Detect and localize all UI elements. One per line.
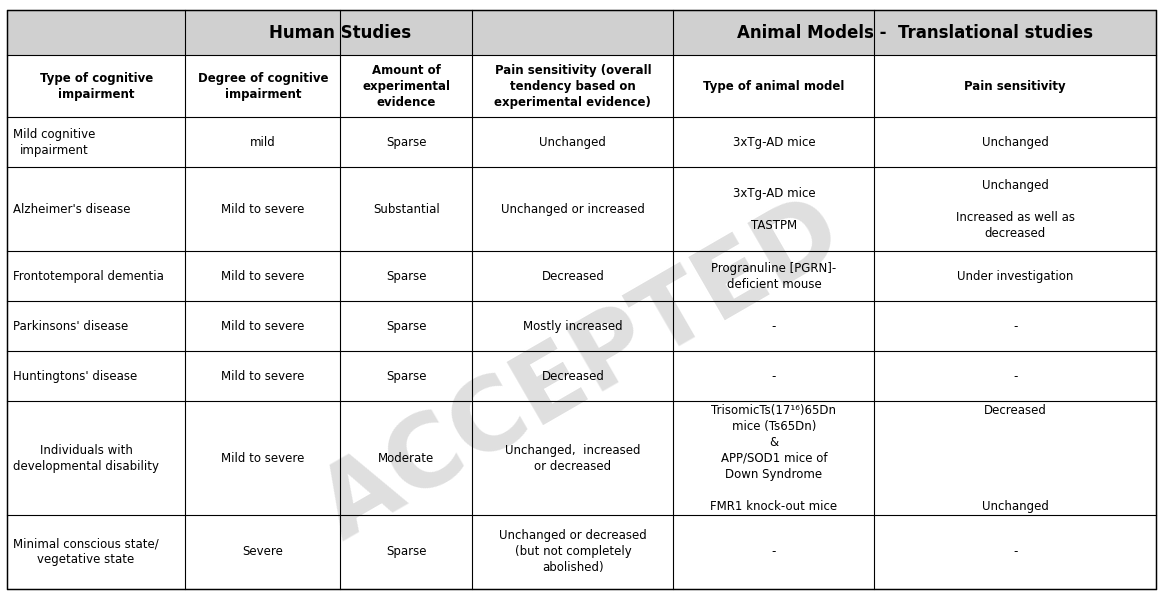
- Text: Decreased: Decreased: [542, 270, 605, 283]
- Text: Substantial: Substantial: [373, 203, 440, 216]
- Text: Animal Models -  Translational studies: Animal Models - Translational studies: [736, 24, 1092, 41]
- Text: Type of cognitive
impairment: Type of cognitive impairment: [40, 72, 152, 100]
- Text: -: -: [1013, 370, 1018, 383]
- Text: Type of animal model: Type of animal model: [704, 80, 844, 93]
- Text: Mostly increased: Mostly increased: [523, 320, 622, 333]
- Text: Sparse: Sparse: [386, 320, 427, 333]
- Text: Individuals with
developmental disability: Individuals with developmental disabilit…: [13, 444, 159, 473]
- Text: Mild to severe: Mild to severe: [221, 370, 305, 383]
- Text: Mild to severe: Mild to severe: [221, 320, 305, 333]
- Text: Degree of cognitive
impairment: Degree of cognitive impairment: [198, 72, 328, 100]
- Text: Sparse: Sparse: [386, 270, 427, 283]
- Text: Frontotemporal dementia: Frontotemporal dementia: [13, 270, 164, 283]
- Text: Unchanged or decreased
(but not completely
abolished): Unchanged or decreased (but not complete…: [499, 529, 647, 574]
- Text: Decreased





Unchanged: Decreased Unchanged: [982, 404, 1049, 513]
- Text: -: -: [772, 546, 776, 558]
- Text: TrisomicTs(17¹⁶)65Dn
mice (Ts65Dn)
&
APP/SOD1 mice of
Down Syndrome

FMR1 knock-: TrisomicTs(17¹⁶)65Dn mice (Ts65Dn) & APP…: [711, 404, 837, 513]
- Text: Severe: Severe: [242, 546, 284, 558]
- Text: Mild to severe: Mild to severe: [221, 452, 305, 465]
- Text: Pain sensitivity (overall
tendency based on
experimental evidence): Pain sensitivity (overall tendency based…: [494, 63, 651, 108]
- Text: Sparse: Sparse: [386, 546, 427, 558]
- Text: Mild to severe: Mild to severe: [221, 270, 305, 283]
- Text: Moderate: Moderate: [378, 452, 435, 465]
- Text: Mild to severe: Mild to severe: [221, 203, 305, 216]
- Text: Unchanged

Increased as well as
decreased: Unchanged Increased as well as decreased: [956, 179, 1075, 240]
- Text: Parkinsons' disease: Parkinsons' disease: [13, 320, 128, 333]
- Text: 3xTg-AD mice: 3xTg-AD mice: [733, 136, 815, 149]
- Text: Sparse: Sparse: [386, 370, 427, 383]
- Text: Amount of
experimental
evidence: Amount of experimental evidence: [363, 63, 450, 108]
- Text: Pain sensitivity: Pain sensitivity: [964, 80, 1066, 93]
- Text: Huntingtons' disease: Huntingtons' disease: [13, 370, 137, 383]
- Text: Progranuline [PGRN]-
deficient mouse: Progranuline [PGRN]- deficient mouse: [712, 262, 836, 291]
- Text: Unchanged,  increased
or decreased: Unchanged, increased or decreased: [505, 444, 641, 473]
- Text: Under investigation: Under investigation: [957, 270, 1073, 283]
- Bar: [673, 10, 1156, 55]
- Text: Mild cognitive
impairment: Mild cognitive impairment: [13, 128, 95, 157]
- Text: Decreased: Decreased: [542, 370, 605, 383]
- Text: Human Studies: Human Studies: [269, 24, 412, 41]
- Text: -: -: [1013, 546, 1018, 558]
- Text: -: -: [1013, 320, 1018, 333]
- Text: -: -: [772, 370, 776, 383]
- Text: Unchanged: Unchanged: [540, 136, 606, 149]
- Text: mild: mild: [250, 136, 276, 149]
- Text: -: -: [772, 320, 776, 333]
- Text: Alzheimer's disease: Alzheimer's disease: [13, 203, 130, 216]
- Text: 3xTg-AD mice

TASTPM: 3xTg-AD mice TASTPM: [733, 187, 815, 232]
- Bar: [7, 10, 673, 55]
- Text: ACCEPTED: ACCEPTED: [304, 183, 859, 559]
- Text: Sparse: Sparse: [386, 136, 427, 149]
- Text: Unchanged: Unchanged: [982, 136, 1049, 149]
- Text: Unchanged or increased: Unchanged or increased: [501, 203, 644, 216]
- Text: Minimal conscious state/
vegetative state: Minimal conscious state/ vegetative stat…: [13, 537, 158, 566]
